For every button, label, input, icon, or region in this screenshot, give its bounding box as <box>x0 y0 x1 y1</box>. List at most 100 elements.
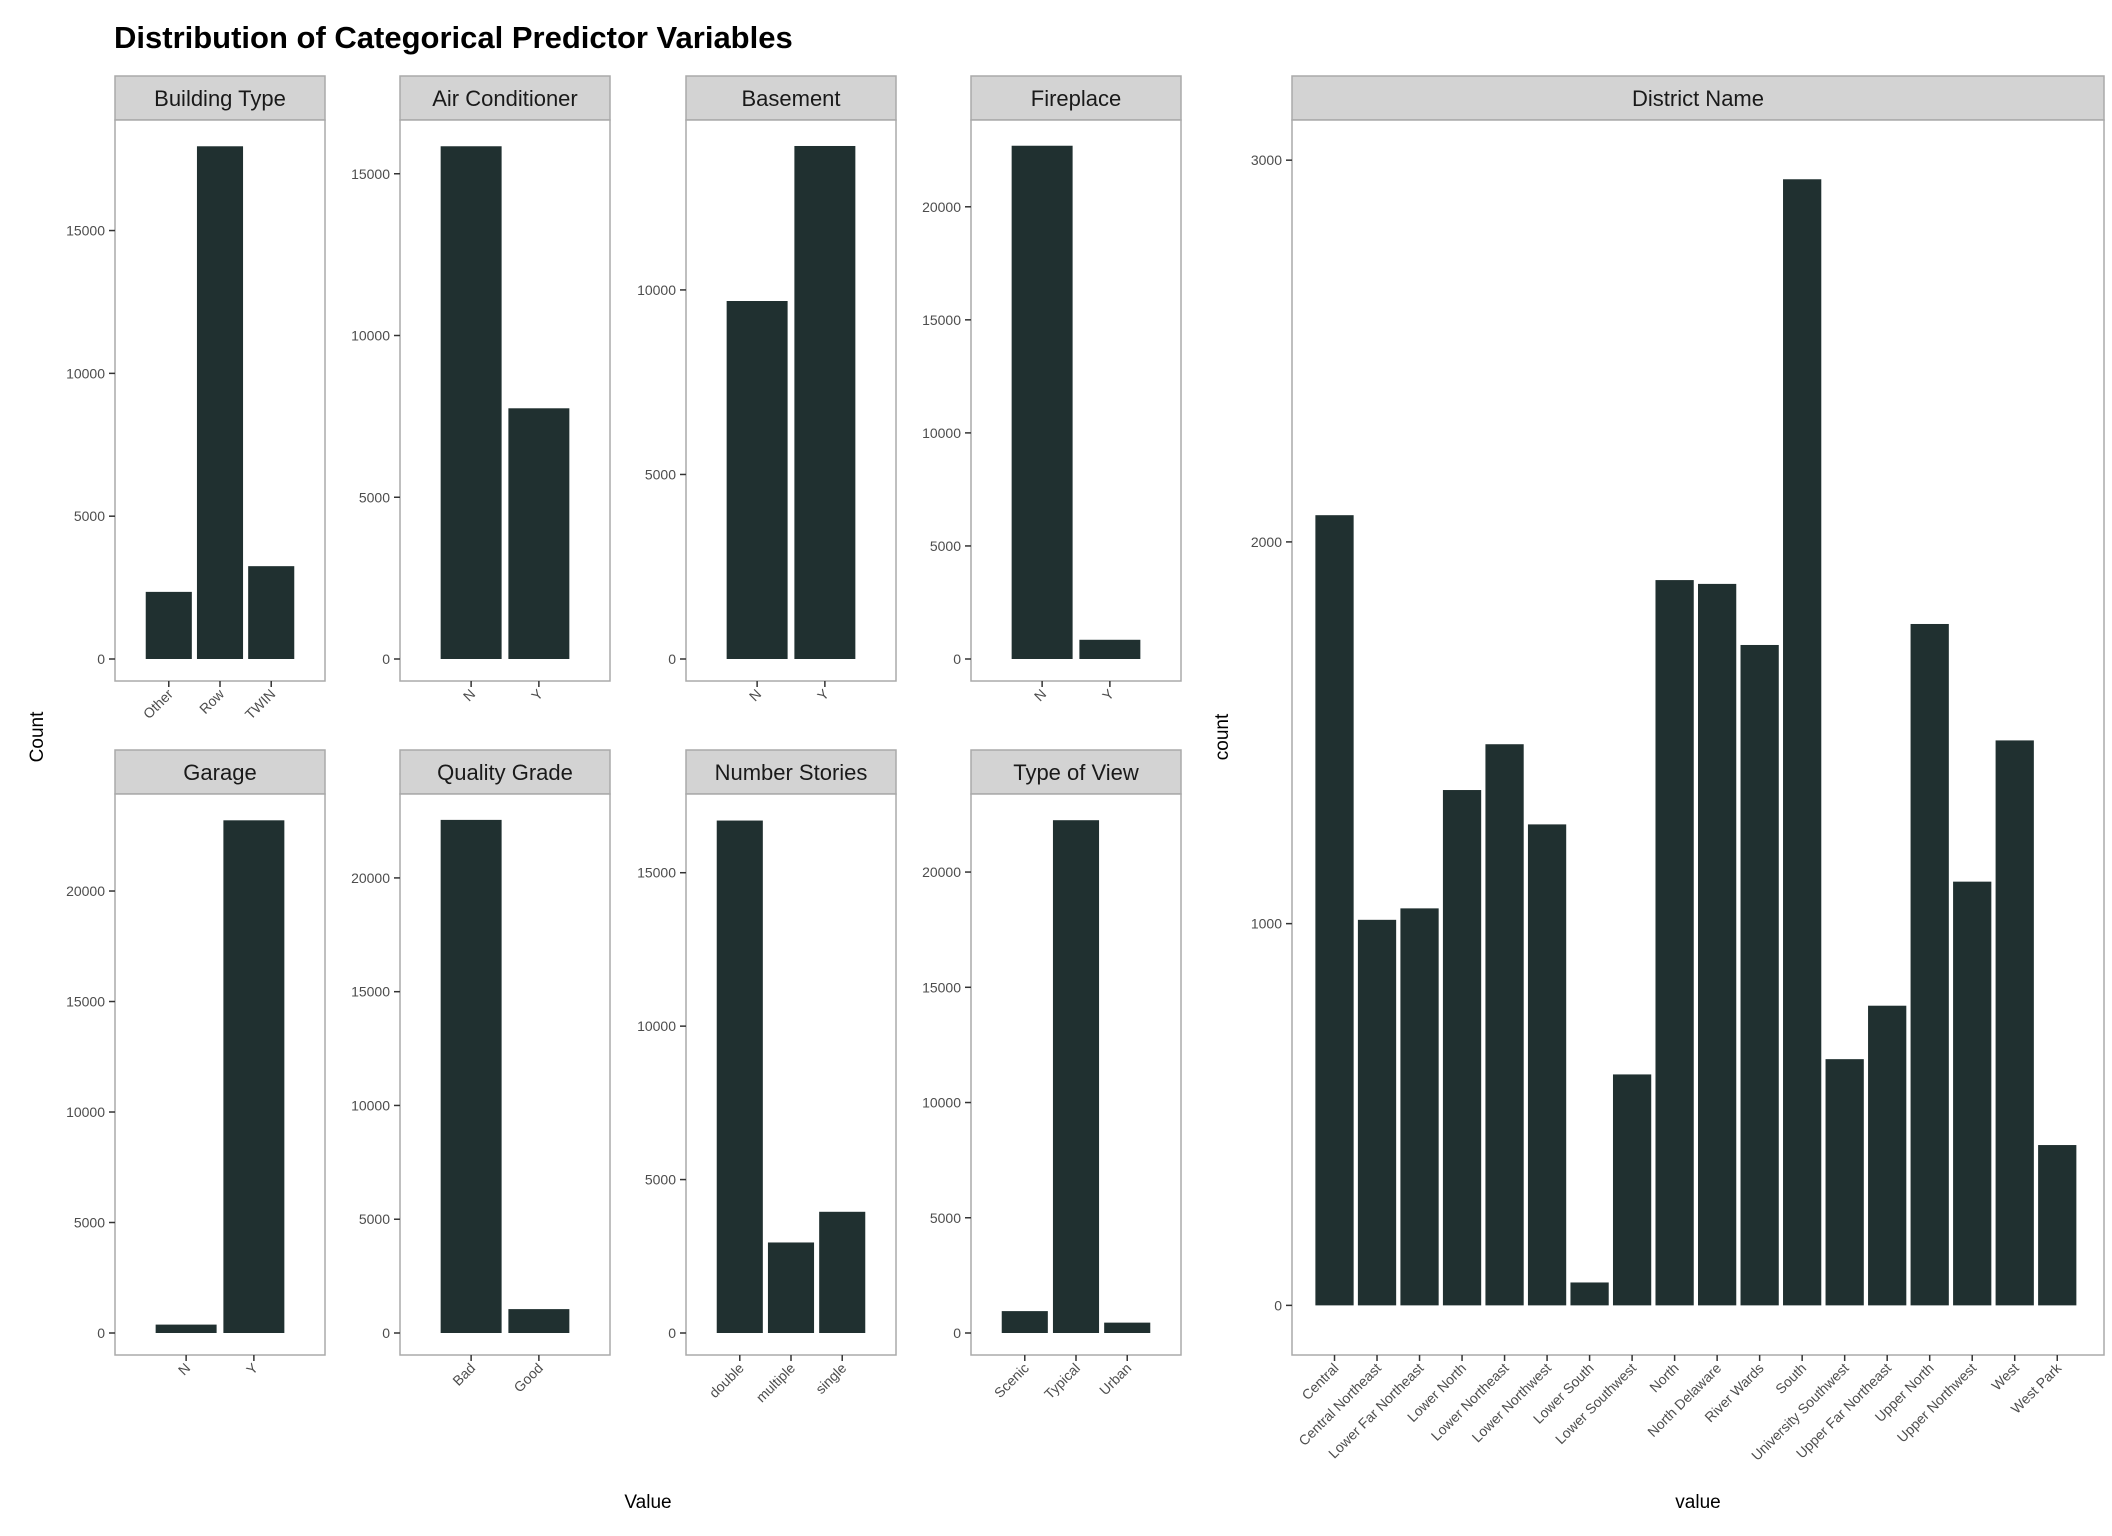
y-tick-label: 5000 <box>930 538 961 554</box>
bar-lower-south <box>1570 1282 1609 1306</box>
bar-typical <box>1052 820 1100 1333</box>
bar-upper-north <box>1910 623 1949 1306</box>
y-tick-label: 15000 <box>66 223 105 239</box>
y-tick-label: 15000 <box>637 865 676 881</box>
x-tick-label: double <box>706 1360 747 1401</box>
x-tick-label: N <box>175 1360 193 1378</box>
panel-basement: Basement 0 5000 10000 N Y <box>637 75 897 704</box>
y-tick-label: 5000 <box>74 1215 105 1231</box>
bar-lower-north <box>1442 790 1482 1306</box>
bar-n <box>440 146 502 659</box>
y-tick-label: 5000 <box>645 1172 676 1188</box>
facet-title: Type of View <box>1013 760 1139 785</box>
bar-y <box>794 145 856 659</box>
bar-west <box>1995 740 2034 1306</box>
x-tick-label: Row <box>196 685 228 717</box>
x-tick-label: Y <box>243 1359 261 1377</box>
bar-lower-northwest <box>1527 824 1567 1306</box>
y-tick-label: 0 <box>953 1325 961 1341</box>
y-tick-label: 0 <box>668 1325 676 1341</box>
x-tick-label: TWIN <box>242 686 279 723</box>
y-tick-label: 10000 <box>637 282 676 298</box>
y-tick-label: 10000 <box>637 1018 676 1034</box>
panel-quality-grade: Quality Grade 0 5000 10000 15000 20000 Bad Good <box>351 749 611 1396</box>
y-tick-label: 10000 <box>66 1104 105 1120</box>
facet-strip <box>399 749 611 795</box>
bar-row <box>196 146 244 660</box>
panel-garage: Garage 0 5000 10000 15000 20000 N Y <box>66 749 326 1378</box>
bar-y <box>508 408 570 659</box>
bar-lower-far-northeast <box>1400 908 1439 1306</box>
x-tick-label: Y <box>528 685 546 703</box>
plot-area <box>685 119 897 682</box>
plot-area <box>399 119 611 682</box>
y-tick-label: 0 <box>668 651 676 667</box>
bar-y <box>1079 639 1141 659</box>
y-tick-label: 10000 <box>351 328 390 344</box>
y-tick-label: 15000 <box>66 994 105 1010</box>
x-tick-label: N <box>460 686 478 704</box>
bar-multiple <box>767 1242 815 1333</box>
facet-title: District Name <box>1632 86 1764 111</box>
x-tick-label: Urban <box>1096 1360 1134 1398</box>
facet-title: Fireplace <box>1031 86 1121 111</box>
bar-upper-northwest <box>1953 881 1992 1306</box>
bar-central-northeast <box>1357 919 1397 1306</box>
y-tick-label: 5000 <box>74 508 105 524</box>
y-tick-label: 5000 <box>359 489 390 505</box>
bar-urban <box>1104 1322 1151 1333</box>
bar-single <box>819 1211 866 1333</box>
bar-north <box>1655 580 1694 1306</box>
facet-title: Garage <box>183 760 256 785</box>
plot-area <box>970 119 1182 682</box>
y-tick-label: 20000 <box>922 199 961 215</box>
y-tick-label: 20000 <box>66 883 105 899</box>
y-tick-label: 5000 <box>930 1210 961 1226</box>
y-tick-label: 10000 <box>66 365 105 381</box>
y-tick-label: 5000 <box>645 466 676 482</box>
x-tick-label: Bad <box>449 1360 478 1389</box>
bar-south <box>1783 179 1822 1306</box>
x-tick-label: Y <box>1099 685 1117 703</box>
facet-strip <box>114 749 326 795</box>
bar-n <box>1011 145 1073 659</box>
x-tick-label: West <box>1988 1360 2022 1394</box>
x-tick-label: South <box>1772 1360 1809 1397</box>
panel-number-stories: Number Stories 0 5000 10000 15000 double multi… <box>637 749 897 1405</box>
y-tick-label: 15000 <box>922 312 961 328</box>
y-tick-label: 0 <box>382 651 390 667</box>
y-tick-label: 0 <box>1274 1297 1282 1313</box>
panel-fireplace: Fireplace 0 5000 10000 15000 20000 N Y <box>922 75 1182 704</box>
x-tick-label: N <box>1031 686 1049 704</box>
plot-area <box>399 793 611 1356</box>
bar-bad <box>440 819 502 1333</box>
facet-strip <box>970 749 1182 795</box>
y-tick-label: 0 <box>382 1325 390 1341</box>
x-tick-label: Scenic <box>991 1360 1032 1401</box>
y-tick-label: 0 <box>953 651 961 667</box>
facet-strip <box>114 75 326 121</box>
panel-air-conditioner: Air Conditioner 0 5000 10000 15000 N Y <box>351 75 611 704</box>
facet-strip <box>685 75 897 121</box>
bar-north-delaware <box>1698 583 1737 1306</box>
district-x-axis-label: value <box>1675 1492 1720 1513</box>
bar-lower-northeast <box>1485 744 1524 1306</box>
facet-title: Number Stories <box>715 760 868 785</box>
bar-river-wards <box>1740 644 1779 1306</box>
y-tick-label: 1000 <box>1251 916 1282 932</box>
x-tick-label: Y <box>814 685 832 703</box>
left-x-axis-label: Value <box>624 1492 671 1513</box>
panel-type-of-view: Type of View 0 5000 10000 15000 20000 Scenic Ty… <box>922 749 1182 1402</box>
bar-n <box>726 301 788 659</box>
facet-title: Building Type <box>154 86 286 111</box>
x-tick-label: North <box>1646 1360 1682 1396</box>
y-tick-label: 10000 <box>922 1095 961 1111</box>
bar-other <box>145 591 192 659</box>
x-tick-label: Typical <box>1041 1360 1083 1402</box>
x-tick-label: Good <box>510 1360 546 1396</box>
bar-central <box>1315 515 1354 1306</box>
y-tick-label: 20000 <box>922 864 961 880</box>
district-y-axis-label: count <box>1212 713 1233 760</box>
